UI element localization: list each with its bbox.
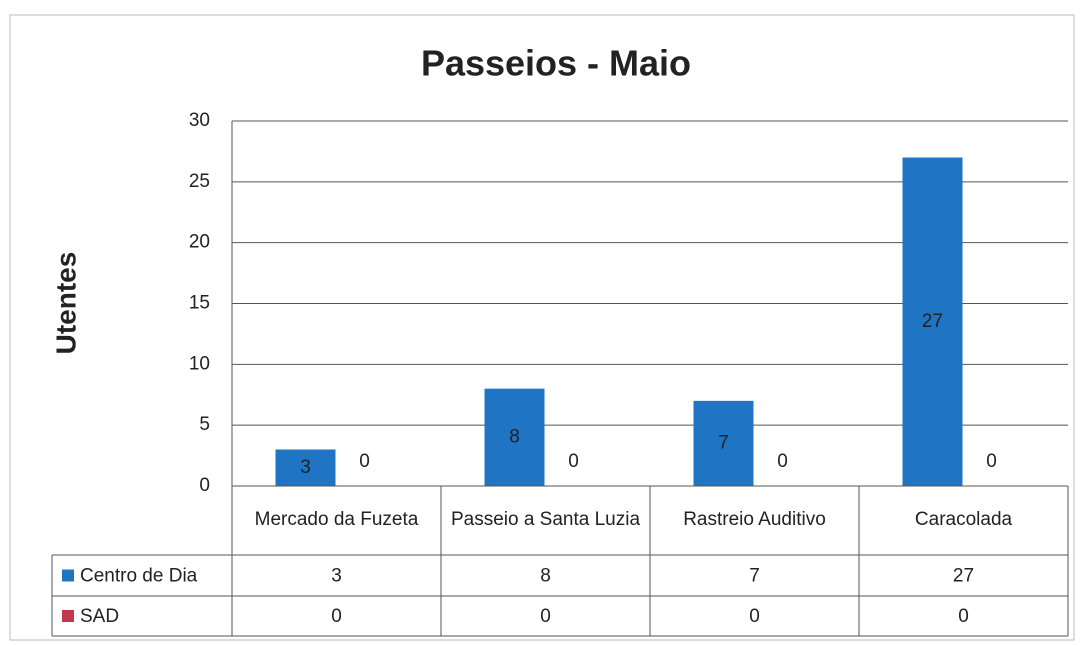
y-tick-label: 25 [189,171,210,192]
legend-swatch [62,569,74,582]
data-label: 8 [509,426,520,447]
category-label: Mercado da Fuzeta [254,509,419,531]
category-label: Rastreio Auditivo [683,509,826,531]
y-tick-label: 0 [199,475,210,496]
data-label: 0 [986,451,997,472]
y-axis-label: Utentes [50,252,81,355]
table-value: 0 [749,606,760,627]
chart-title: Passeios - Maio [421,43,691,84]
y-tick-label: 5 [199,414,210,435]
data-label: 3 [300,457,311,478]
table-value: 0 [540,606,551,627]
bar [275,449,336,486]
category-label-box: Passeio a Santa Luzia [450,509,641,531]
legend-label: Centro de Dia [80,566,198,587]
bar [902,157,963,486]
table-value: 3 [331,566,342,587]
category-label-box: Mercado da Fuzeta [254,509,419,531]
data-label: 27 [922,311,943,332]
table-value: 7 [749,566,760,587]
table-value: 0 [331,606,342,627]
table-value: 8 [540,566,551,587]
y-tick-label: 15 [189,293,210,314]
bar [693,400,754,486]
data-label: 0 [777,451,788,472]
data-label: 7 [718,432,729,453]
y-tick-label: 10 [189,353,210,374]
category-label: Caracolada [914,509,1013,531]
table-value: 27 [953,566,974,587]
category-label: Passeio a Santa Luzia [450,509,641,531]
chart-frame [9,14,1075,641]
category-label-box: Caracolada [914,509,1013,531]
table-value: 0 [958,606,969,627]
legend-label: SAD [80,606,119,627]
category-label-box: Rastreio Auditivo [683,509,826,531]
data-label: 0 [359,451,370,472]
y-tick-label: 30 [189,110,210,131]
data-label: 0 [568,451,579,472]
legend-swatch [62,610,74,622]
y-tick-label: 20 [189,232,210,253]
bar [484,388,545,486]
